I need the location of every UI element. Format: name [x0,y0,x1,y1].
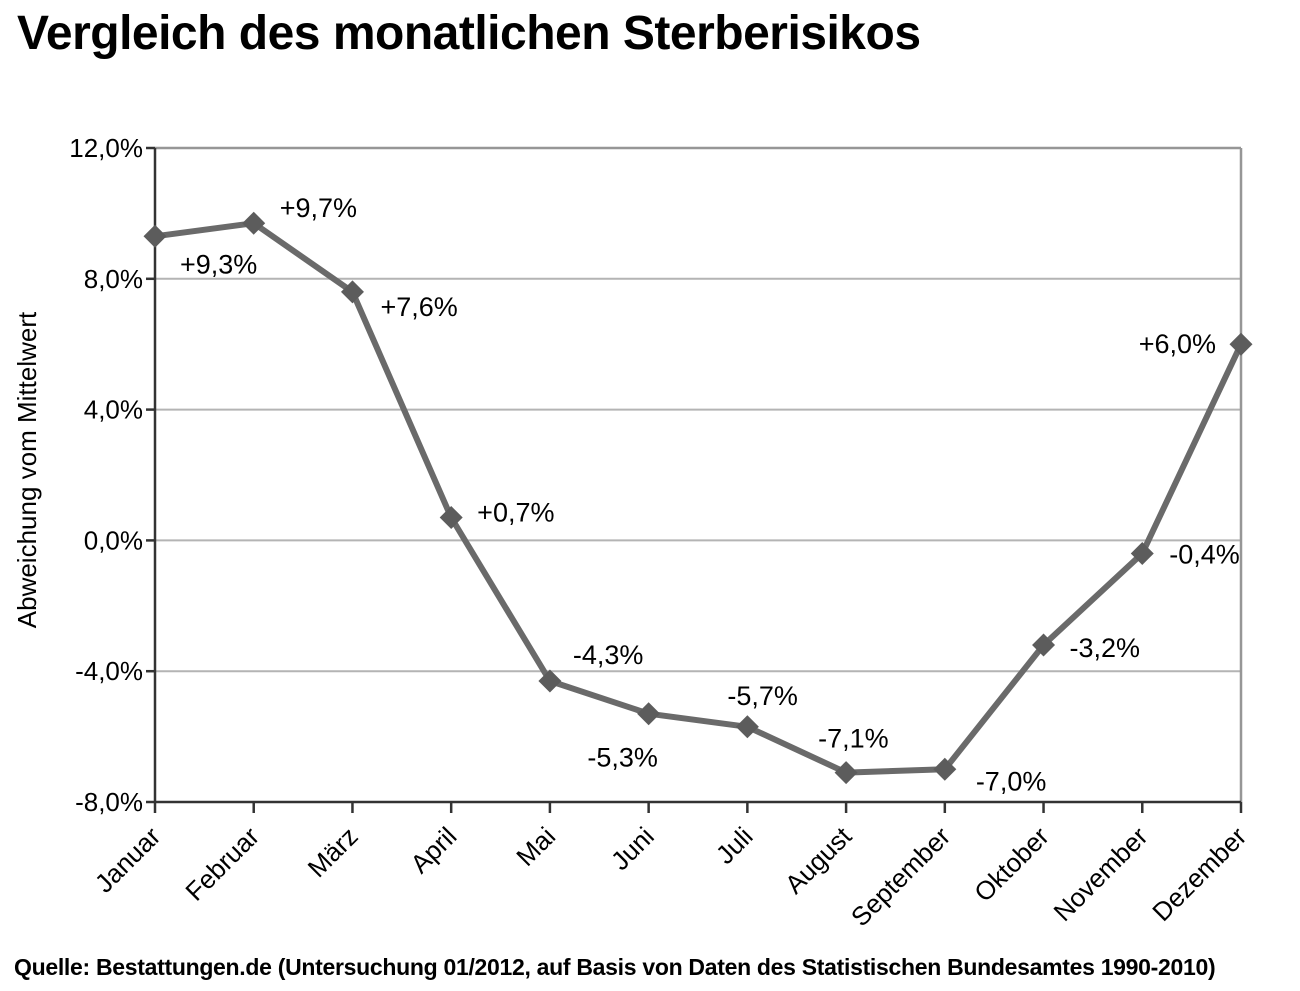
y-tick-labels: 12,0% 8,0% 4,0% 0,0% -4,0% -8,0% [69,133,143,817]
x-tick-label: August [779,820,858,899]
x-tick-label: Dezember [1146,821,1252,927]
data-point-label: -4,3% [573,640,644,670]
data-point-label: -7,1% [818,724,889,754]
data-point-markers [143,211,1253,785]
data-point-marker [1032,633,1056,657]
data-point-marker [1229,332,1253,356]
data-point-label: -7,0% [976,766,1047,796]
data-point-label: -0,4% [1169,539,1240,569]
data-point-label: +7,6% [380,292,457,322]
data-point-marker [242,211,266,235]
y-tick-label: 0,0% [84,525,143,555]
x-tick-label: Oktober [968,821,1055,908]
x-tick-label: Juni [605,821,660,876]
data-point-marker [933,757,957,781]
data-point-label: -3,2% [1070,633,1141,663]
data-point-marker [143,224,167,248]
data-point-marker [340,280,364,304]
y-tick-label: 8,0% [84,264,143,294]
x-tick-label: April [404,821,462,879]
chart-title: Vergleich des monatlichen Sterberisikos [17,7,921,60]
x-tick-labels: Januar Februar März April Mai Juni Juli AugustS… [89,820,1253,932]
data-point-marker [637,702,661,726]
data-point-marker [1130,541,1154,565]
x-tick-label: Februar [179,821,265,907]
y-tick-label: -4,0% [75,656,143,686]
data-point-labels: +9,3% +9,7% +7,6% +0,7% -4,3% -5,3% -5,7% -7,1%… [180,193,1240,796]
data-point-label: +6,0% [1139,329,1216,359]
y-axis-title: Abweichung vom Mittelwert [12,311,42,628]
data-point-label: -5,3% [587,743,658,773]
data-point-label: +0,7% [477,498,554,528]
x-tick-label: Mai [510,821,561,872]
data-point-marker [538,669,562,693]
data-point-marker [834,761,858,785]
axes [153,146,1243,804]
x-tick-label: September [845,821,956,932]
y-tick-label: -8,0% [75,787,143,817]
axis-ticks [146,146,1243,813]
data-series [152,220,1244,776]
x-tick-label: Juli [710,821,759,870]
data-point-label: +9,7% [280,193,357,223]
x-tick-label: März [302,821,364,883]
data-point-label: +9,3% [180,249,257,279]
x-tick-label: November [1047,821,1153,927]
y-tick-label: 12,0% [69,133,143,163]
y-tick-label: 4,0% [84,395,143,425]
data-point-marker [439,506,463,530]
series-line [152,220,1244,776]
x-tick-label: Januar [89,821,167,899]
source-note: Quelle: Bestattungen.de (Untersuchung 01… [14,954,1216,980]
data-point-label: -5,7% [727,681,798,711]
data-point-marker [735,715,759,739]
